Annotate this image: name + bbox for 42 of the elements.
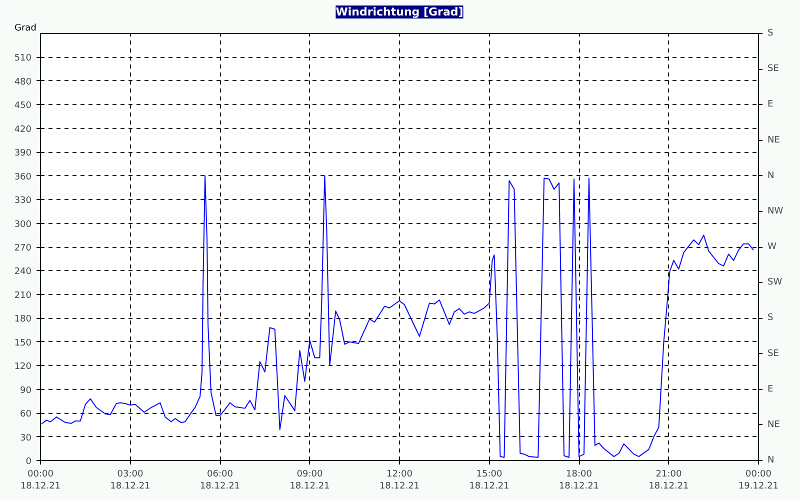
x-tick-label: 00:00 18.12.21 [20,470,61,492]
text: NW [768,206,784,216]
x-tick-label: 18:00 18.12.21 [558,470,600,492]
x-tick-label: 06:00 18.12.21 [200,470,240,492]
text: NE [768,135,780,146]
y-tick-label: 240 [14,267,32,278]
y-tick-label: 390 [14,148,32,159]
text: SE [768,64,780,74]
y-tick-label: 270 [14,244,32,254]
y-tick-label: 210 [14,290,32,301]
x-tick-label: 00:00 19.12.21 [738,470,779,492]
chart-title: Windrichtung [Grad] [336,6,464,18]
y-tick-label: 60 [20,410,32,420]
y-tick-label: 150 [14,338,32,348]
x-tick-label: 03:00 18.12.21 [110,470,150,492]
y-tick-label: 420 [14,124,32,135]
x-tick-label: 09:00 18.12.21 [290,470,330,492]
x-tick-label: 15:00 18.12.21 [469,470,510,492]
y-tick-label: 120 [14,362,32,372]
y-tick-label: 0 [26,457,32,467]
y-tick-label: 300 [14,220,32,230]
y-tick-label: 510 [14,54,32,64]
y-axis-title: Grad [14,24,36,34]
y-tick-label: 450 [14,101,32,112]
y-tick-label: 480 [14,77,32,88]
y-tick-label: 180 [14,314,32,325]
text: E [768,384,774,394]
text: E [768,100,774,110]
text: SW [768,278,782,288]
x-tick-label: 21:00 18.12.21 [648,470,689,492]
text: S [768,28,774,38]
y-tick-label: 90 [20,386,32,396]
text: N [768,170,774,181]
text: SE [768,348,780,359]
text: S [768,313,774,324]
y-tick-label: 30 [20,433,32,444]
y-tick-label: 330 [14,196,32,206]
x-tick-label: 12:00 18.12.21 [379,470,420,492]
y-tick-label: 360 [14,172,32,182]
text: NE [768,420,780,430]
text: N [768,456,774,466]
text: W [768,242,776,252]
